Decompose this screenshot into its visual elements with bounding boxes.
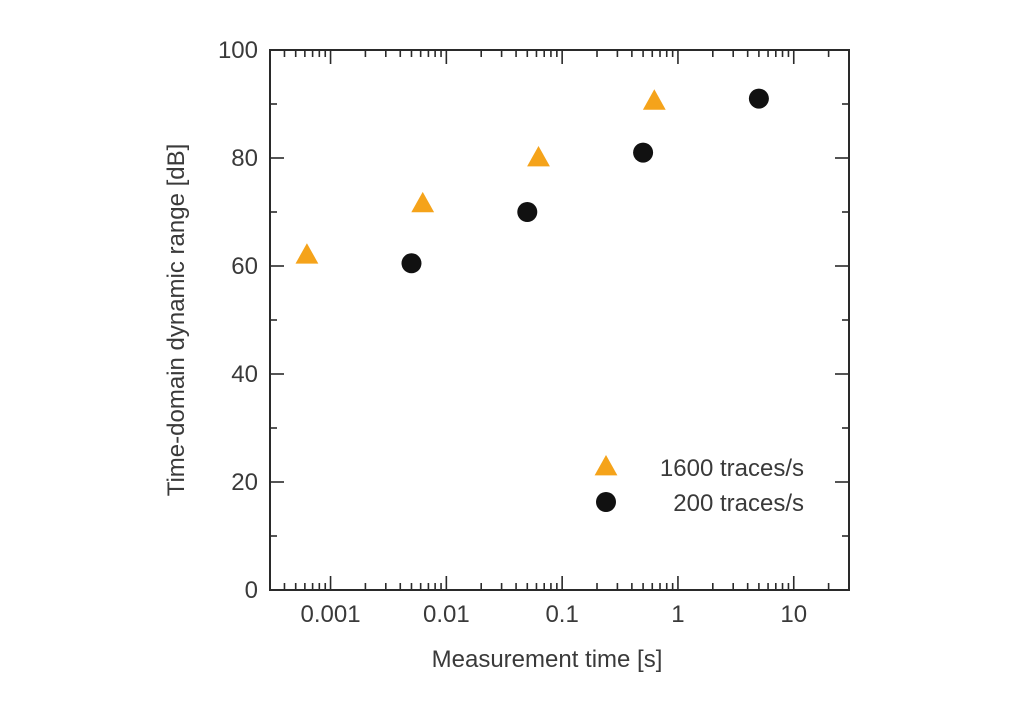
circle-point-s1-1 <box>517 202 538 222</box>
y-tick-label: 100 <box>218 37 258 64</box>
circle-point-s1-0 <box>401 253 422 274</box>
plot-frame <box>269 49 850 591</box>
y-axis-title: Time-domain dynamic range [dB] <box>163 144 190 497</box>
x-tick-labels: 0.001 0.01 0.1 1 10 <box>301 601 808 628</box>
x-tick-label: 1 <box>671 601 684 628</box>
x-tick-label: 10 <box>780 601 807 628</box>
circle-point-s1-2 <box>633 142 654 163</box>
x-axis-title: Measurement time [s] <box>432 646 663 673</box>
x-tick-label: 0.01 <box>423 601 470 628</box>
y-tick-labels: 0 20 40 60 80 100 <box>218 37 258 604</box>
y-tick-label: 0 <box>245 577 258 604</box>
legend-marker-1 <box>596 492 616 512</box>
triangle-point-s0-0 <box>295 243 319 264</box>
legend-marker-0 <box>594 455 618 476</box>
legend: 1600 traces/s 200 traces/s <box>594 455 804 517</box>
data-points <box>295 88 769 274</box>
triangle-point-s0-1 <box>411 191 435 213</box>
y-tick-label: 20 <box>231 469 258 496</box>
y-tick-label: 40 <box>231 361 258 388</box>
axis-ticks <box>269 49 850 591</box>
triangle-point-s0-3 <box>642 89 666 110</box>
legend-label-1: 200 traces/s <box>673 490 804 517</box>
x-tick-label: 0.001 <box>301 601 361 628</box>
x-tick-label: 0.1 <box>545 601 578 628</box>
circle-point-s1-3 <box>748 88 769 109</box>
legend-label-0: 1600 traces/s <box>660 455 804 482</box>
y-tick-label: 80 <box>231 145 258 172</box>
y-tick-label: 60 <box>231 253 258 280</box>
triangle-point-s0-2 <box>527 146 550 167</box>
